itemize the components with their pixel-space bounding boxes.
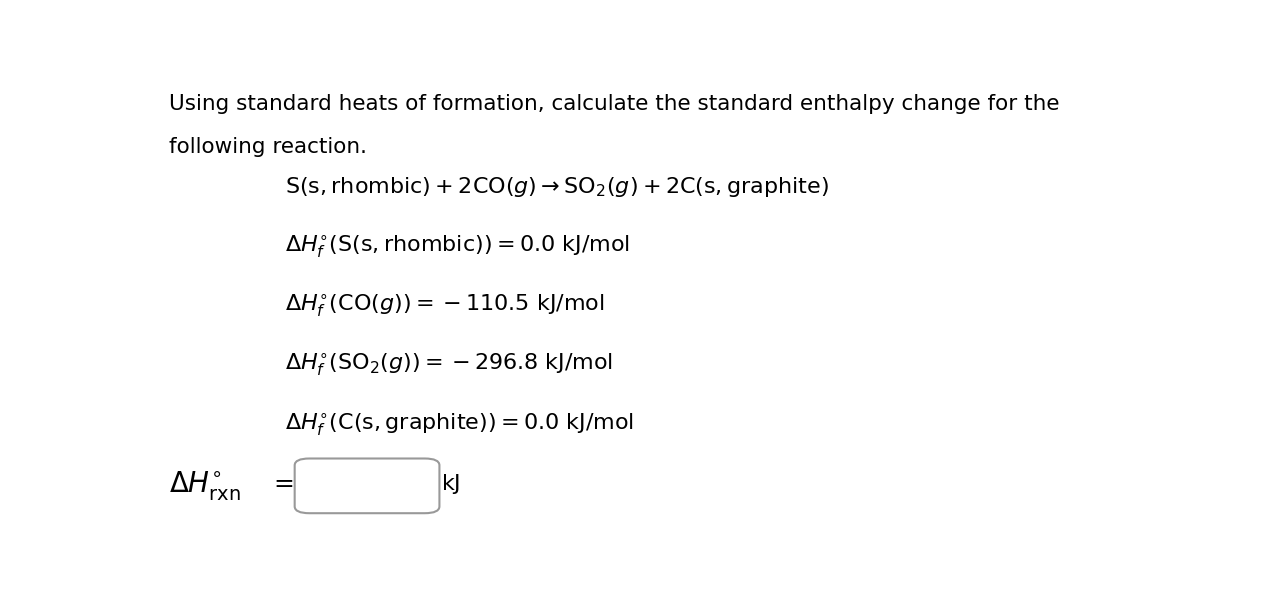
Text: $\Delta H_f^{\circ}(\mathrm{C(s,graphite)}) = 0.0\ \mathrm{kJ/mol}$: $\Delta H_f^{\circ}(\mathrm{C(s,graphite… xyxy=(285,411,634,437)
Text: $\Delta H_{\mathrm{rxn}}^{\circ}$: $\Delta H_{\mathrm{rxn}}^{\circ}$ xyxy=(169,469,241,503)
Text: $\mathrm{kJ}$: $\mathrm{kJ}$ xyxy=(442,472,461,496)
Text: following reaction.: following reaction. xyxy=(169,137,367,157)
Text: $\Delta H_f^{\circ}(\mathrm{CO(\mathit{g})}) = -110.5\ \mathrm{kJ/mol}$: $\Delta H_f^{\circ}(\mathrm{CO(\mathit{g… xyxy=(285,292,604,319)
Text: $\mathrm{S(s,rhombic) + 2CO(\mathit{g}) \rightarrow SO_2(\mathit{g}) + 2C(s,grap: $\mathrm{S(s,rhombic) + 2CO(\mathit{g}) … xyxy=(285,175,829,200)
FancyBboxPatch shape xyxy=(295,458,439,513)
Text: $\Delta H_f^{\circ}(\mathrm{S(s,rhombic)}) = 0.0\ \mathrm{kJ/mol}$: $\Delta H_f^{\circ}(\mathrm{S(s,rhombic)… xyxy=(285,233,630,260)
Text: Using standard heats of formation, calculate the standard enthalpy change for th: Using standard heats of formation, calcu… xyxy=(169,94,1060,114)
Text: =: = xyxy=(273,472,294,496)
Text: $\Delta H_f^{\circ}(\mathrm{SO_2(\mathit{g})}) = -296.8\ \mathrm{kJ/mol}$: $\Delta H_f^{\circ}(\mathrm{SO_2(\mathit… xyxy=(285,352,613,378)
